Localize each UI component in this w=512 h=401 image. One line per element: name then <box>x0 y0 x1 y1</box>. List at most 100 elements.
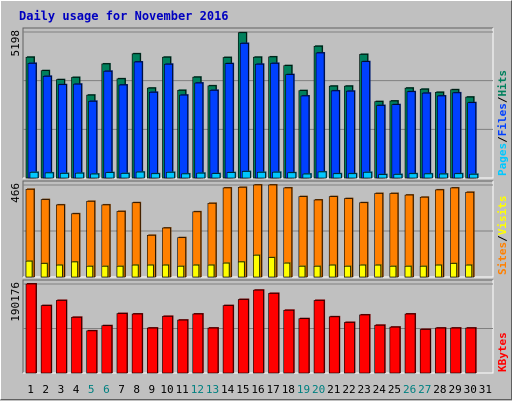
bar-kbytes-day-14 <box>222 305 234 374</box>
bar-visits-day-25 <box>389 193 399 278</box>
legend-pages-files-hits-part-3: / <box>496 96 509 103</box>
bar-kbytes-day-21 <box>328 316 340 374</box>
day-label-6: 6 <box>103 383 110 396</box>
bar-files-day-14 <box>224 63 234 179</box>
legend-pages-files-hits-part-1: / <box>496 136 509 143</box>
bar-sites-day-1 <box>25 260 33 278</box>
bar-pages-day-29 <box>454 173 463 179</box>
bar-files-day-30 <box>467 102 476 179</box>
bar-sites-day-25 <box>389 266 397 278</box>
panel-kbytes-ymax-label: 190176 <box>9 282 22 322</box>
bar-sites-day-23 <box>359 264 366 278</box>
day-label-29: 29 <box>448 383 461 396</box>
legend-sites-visits-part-0: Sites <box>496 242 509 275</box>
legend-pages-files-hits-part-4: Hits <box>496 70 509 97</box>
bar-files-day-26 <box>406 91 416 179</box>
bar-kbytes-day-6 <box>101 325 113 374</box>
bar-sites-day-7 <box>116 266 124 278</box>
bar-files-day-25 <box>391 104 401 179</box>
bar-kbytes-day-17 <box>268 293 279 374</box>
bar-files-day-2 <box>42 76 52 179</box>
bar-sites-day-26 <box>404 266 412 278</box>
day-label-28: 28 <box>433 383 446 396</box>
bar-pages-day-28 <box>439 173 448 179</box>
bar-files-day-6 <box>103 70 113 179</box>
bar-kbytes-day-27 <box>419 329 431 374</box>
day-label-13: 13 <box>206 383 219 396</box>
bar-kbytes-day-16 <box>253 289 264 374</box>
bar-files-day-9 <box>148 92 158 179</box>
panel-hits-ymax-label: 5198 <box>9 30 22 57</box>
bar-pages-day-18 <box>287 172 297 179</box>
bar-sites-day-13 <box>207 264 215 278</box>
bar-files-day-20 <box>315 52 325 179</box>
bar-kbytes-day-19 <box>298 318 310 374</box>
bar-kbytes-day-4 <box>71 317 82 374</box>
bar-kbytes-day-3 <box>56 300 67 374</box>
day-label-25: 25 <box>388 383 401 396</box>
legend-sites-visits-part-1: / <box>496 235 509 242</box>
panel-visits-bevel-dark <box>22 180 493 277</box>
bar-pages-day-13 <box>211 173 221 179</box>
day-label-3: 3 <box>58 383 65 396</box>
panel-hits-bevel-dark <box>22 27 493 178</box>
bar-files-day-13 <box>209 90 219 179</box>
chart-title: Daily usage for November 2016 <box>19 9 229 23</box>
bar-sites-day-3 <box>56 264 63 278</box>
panel-kbytes: 190176 <box>9 279 494 374</box>
bar-visits-day-28 <box>435 189 444 278</box>
bar-pages-day-14 <box>226 172 236 179</box>
bar-pages-day-12 <box>196 172 206 179</box>
bar-files-day-7 <box>118 84 128 179</box>
day-label-20: 20 <box>312 383 325 396</box>
bar-sites-day-8 <box>131 264 139 278</box>
bar-kbytes-day-2 <box>40 305 52 374</box>
legend-pages-files-hits-part-2: Files <box>496 103 509 136</box>
bar-files-day-27 <box>421 92 431 179</box>
bar-visits-day-27 <box>419 196 429 278</box>
bar-pages-day-8 <box>135 171 145 179</box>
day-label-30: 30 <box>464 383 477 396</box>
bar-sites-day-12 <box>192 264 200 278</box>
day-label-7: 7 <box>118 383 125 396</box>
day-label-15: 15 <box>236 383 249 396</box>
bar-pages-day-11 <box>181 173 190 179</box>
bar-pages-day-16 <box>257 172 266 179</box>
bar-visits-day-22 <box>344 198 353 278</box>
bar-pages-day-25 <box>393 174 403 179</box>
bar-kbytes-day-8 <box>131 313 143 374</box>
day-label-31: 31 <box>479 383 492 396</box>
bar-pages-day-21 <box>332 173 342 179</box>
bar-sites-day-10 <box>162 264 169 278</box>
bar-files-day-5 <box>88 101 97 179</box>
bar-kbytes-day-20 <box>313 300 325 374</box>
bar-sites-day-16 <box>253 254 260 278</box>
bar-files-day-15 <box>239 43 249 179</box>
bar-files-day-10 <box>164 63 173 179</box>
bar-files-day-18 <box>285 74 295 179</box>
bar-files-day-17 <box>270 63 279 179</box>
bar-pages-day-23 <box>363 172 372 179</box>
bar-files-day-12 <box>194 82 204 179</box>
bar-sites-day-18 <box>283 262 291 278</box>
legend-pages-files-hits: Pages/Files/Hits <box>496 70 509 176</box>
bar-sites-day-14 <box>222 262 230 278</box>
bar-files-day-3 <box>58 84 67 179</box>
day-label-24: 24 <box>373 383 387 396</box>
panel-hits: 5198 <box>9 27 494 179</box>
bar-kbytes-day-10 <box>162 316 173 374</box>
bar-kbytes-day-15 <box>237 299 249 374</box>
bar-pages-day-30 <box>469 174 478 179</box>
day-label-21: 21 <box>327 383 340 396</box>
day-label-4: 4 <box>73 383 80 396</box>
bar-pages-day-26 <box>408 173 418 179</box>
day-label-14: 14 <box>221 383 235 396</box>
day-label-1: 1 <box>27 383 34 396</box>
bar-kbytes-day-11 <box>177 319 188 374</box>
bar-pages-day-22 <box>348 173 357 179</box>
bar-pages-day-10 <box>166 172 175 179</box>
day-label-17: 17 <box>267 383 280 396</box>
day-label-27: 27 <box>418 383 431 396</box>
